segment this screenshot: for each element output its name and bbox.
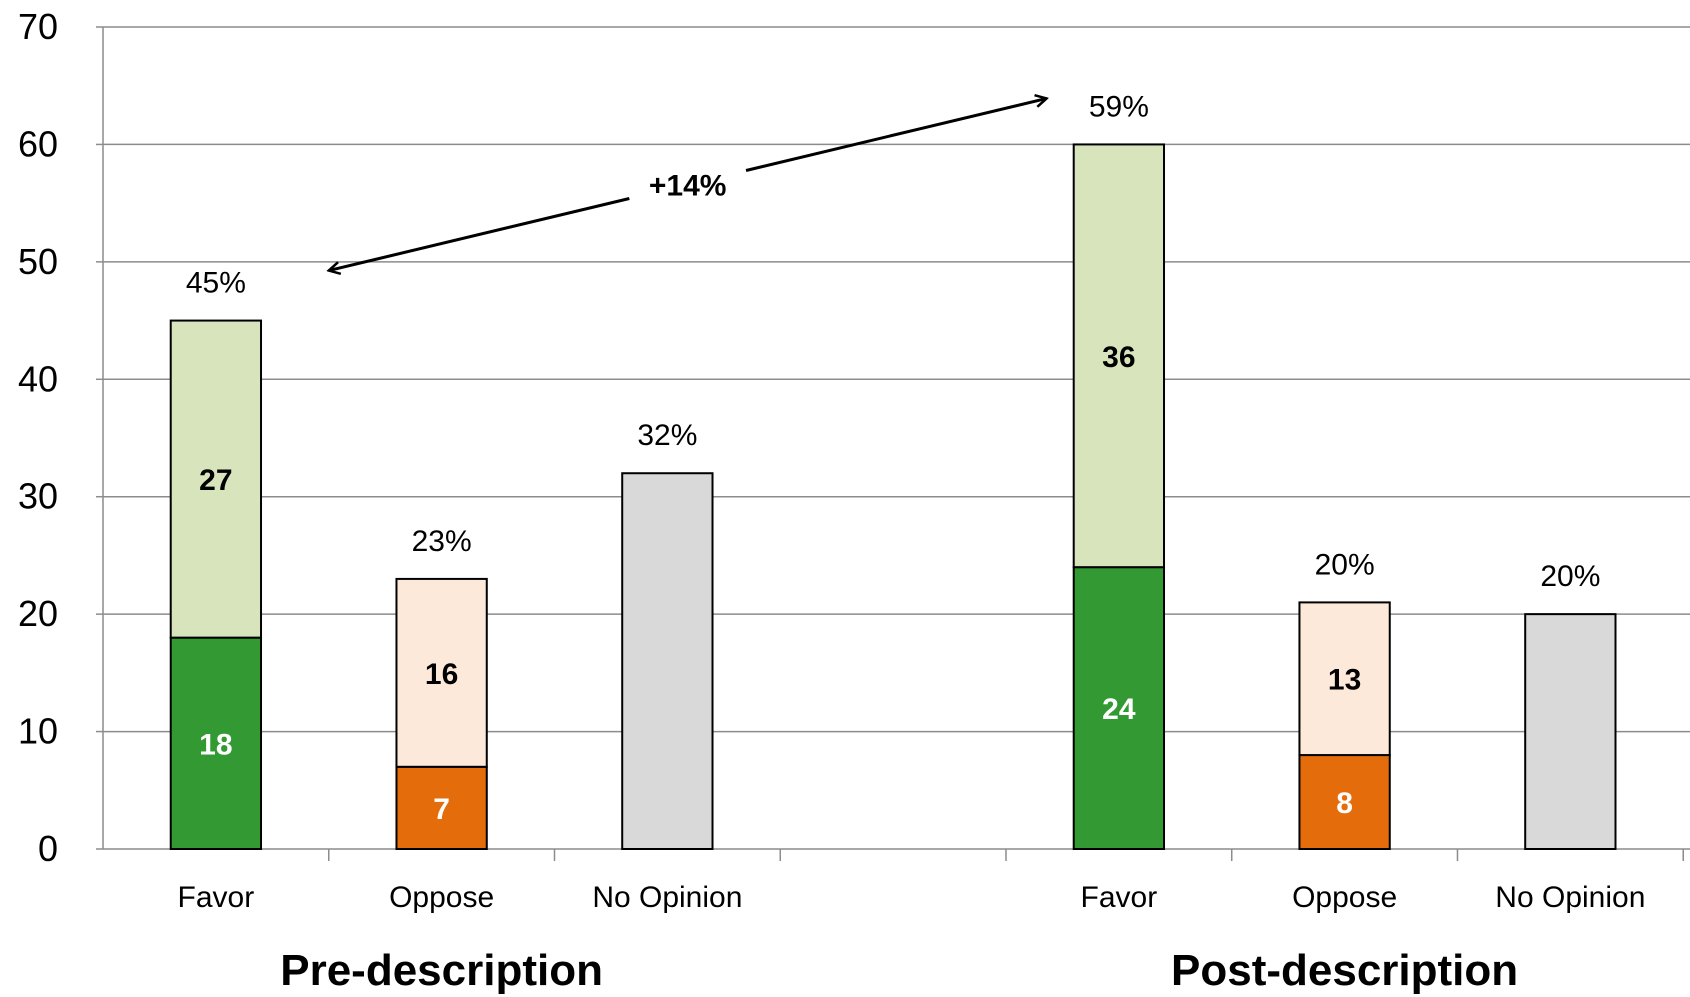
y-tick-label: 60 bbox=[18, 123, 58, 164]
y-tick-label: 0 bbox=[38, 828, 58, 869]
labels: 18 27 45% 7 16 23% 32% 24 36 59% 8 13 20% 20% bbox=[186, 90, 1601, 825]
bar-segment bbox=[1072, 566, 1166, 851]
group-label: Pre-description bbox=[280, 946, 603, 995]
total-label: 20% bbox=[1540, 560, 1600, 593]
bar-segment bbox=[169, 319, 263, 639]
annotation-arrow-left bbox=[329, 197, 630, 270]
bars bbox=[169, 143, 1617, 851]
total-label: 20% bbox=[1315, 548, 1375, 581]
total-label: 23% bbox=[412, 525, 472, 558]
bar-segment bbox=[1298, 601, 1391, 757]
y-tick-label: 20 bbox=[18, 593, 58, 634]
y-tick-label: 30 bbox=[18, 476, 58, 517]
gridlines bbox=[103, 26, 1690, 733]
bar-segment bbox=[395, 577, 488, 768]
segment-label: 27 bbox=[199, 464, 232, 497]
y-tick-label: 70 bbox=[18, 6, 58, 47]
segment-label: 18 bbox=[199, 728, 232, 761]
total-label: 59% bbox=[1089, 90, 1149, 123]
segment-label: 8 bbox=[1336, 787, 1353, 820]
y-axis: 0 10 20 30 40 50 60 70 bbox=[18, 6, 104, 869]
segment-label: 24 bbox=[1102, 693, 1136, 726]
annotation-label: +14% bbox=[649, 170, 727, 203]
category-label: Favor bbox=[1081, 881, 1158, 914]
total-label: 45% bbox=[186, 267, 246, 300]
total-label: 32% bbox=[637, 419, 697, 452]
annotation: +14% bbox=[329, 98, 1047, 270]
category-label: No Opinion bbox=[592, 881, 742, 914]
bar-segment bbox=[1298, 754, 1391, 850]
segment-label: 16 bbox=[425, 658, 458, 691]
segment-label: 7 bbox=[433, 793, 450, 826]
bar-segment bbox=[621, 472, 714, 850]
annotation-arrow-right bbox=[745, 98, 1047, 172]
segment-label: 13 bbox=[1328, 664, 1361, 697]
y-tick-label: 40 bbox=[18, 358, 58, 399]
category-label: Oppose bbox=[389, 881, 494, 914]
bar-segment bbox=[169, 636, 263, 851]
x-axis: Favor Oppose No Opinion Pre-description Favo… bbox=[103, 848, 1690, 995]
y-tick-label: 50 bbox=[18, 241, 58, 282]
category-label: Oppose bbox=[1292, 881, 1397, 914]
category-label: Favor bbox=[178, 881, 255, 914]
bar-segment bbox=[1072, 143, 1166, 569]
category-label: No Opinion bbox=[1495, 881, 1645, 914]
group-label: Post-description bbox=[1171, 946, 1518, 995]
bar-segment bbox=[1524, 613, 1617, 851]
y-tick-label: 10 bbox=[18, 711, 58, 752]
segment-label: 36 bbox=[1102, 341, 1135, 374]
